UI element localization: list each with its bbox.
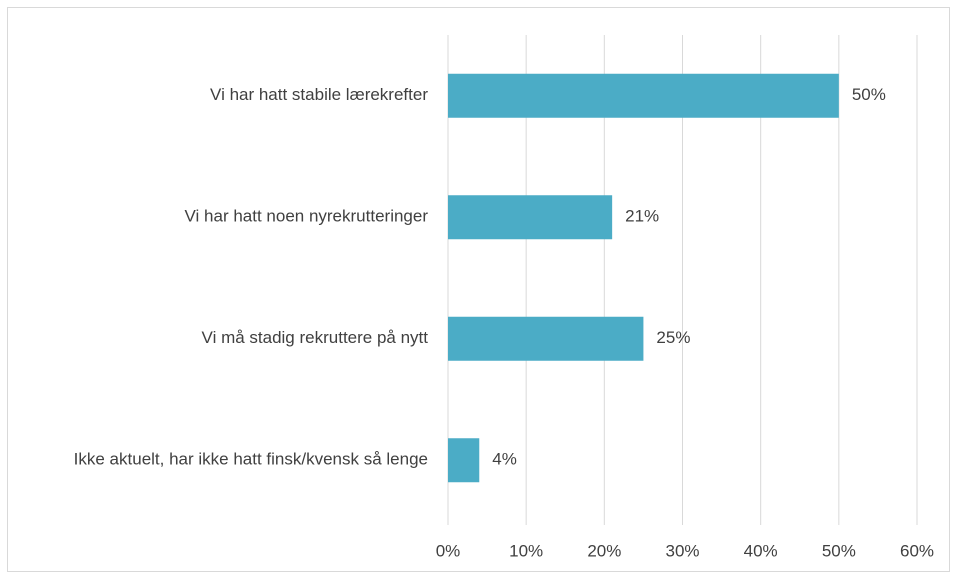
data-label: 4%: [492, 450, 517, 469]
x-tick-label: 0%: [436, 541, 461, 560]
x-tick-label: 50%: [822, 541, 856, 560]
category-label: Vi har hatt stabile lærekrefter: [210, 85, 428, 104]
x-tick-label: 20%: [587, 541, 621, 560]
bar: [448, 195, 613, 240]
data-label: 50%: [852, 85, 886, 104]
category-label: Vi har hatt noen nyrekrutteringer: [185, 207, 429, 226]
category-label: Vi må stadig rekruttere på nytt: [202, 328, 429, 347]
x-tick-label: 30%: [665, 541, 699, 560]
bar: [448, 316, 644, 361]
x-tick-label: 40%: [744, 541, 778, 560]
bar: [448, 438, 480, 483]
data-label: 21%: [625, 207, 659, 226]
x-tick-label: 10%: [509, 541, 543, 560]
x-tick-label: 60%: [900, 541, 934, 560]
category-label: Ikke aktuelt, har ikke hatt finsk/kvensk…: [74, 450, 428, 469]
bar: [448, 73, 839, 118]
data-label: 25%: [656, 328, 690, 347]
